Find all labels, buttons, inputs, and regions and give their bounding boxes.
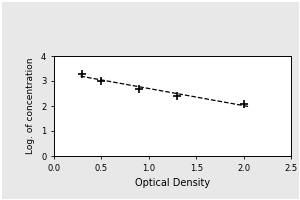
X-axis label: Optical Density: Optical Density <box>135 178 210 188</box>
Y-axis label: Log. of concentration: Log. of concentration <box>26 58 35 154</box>
